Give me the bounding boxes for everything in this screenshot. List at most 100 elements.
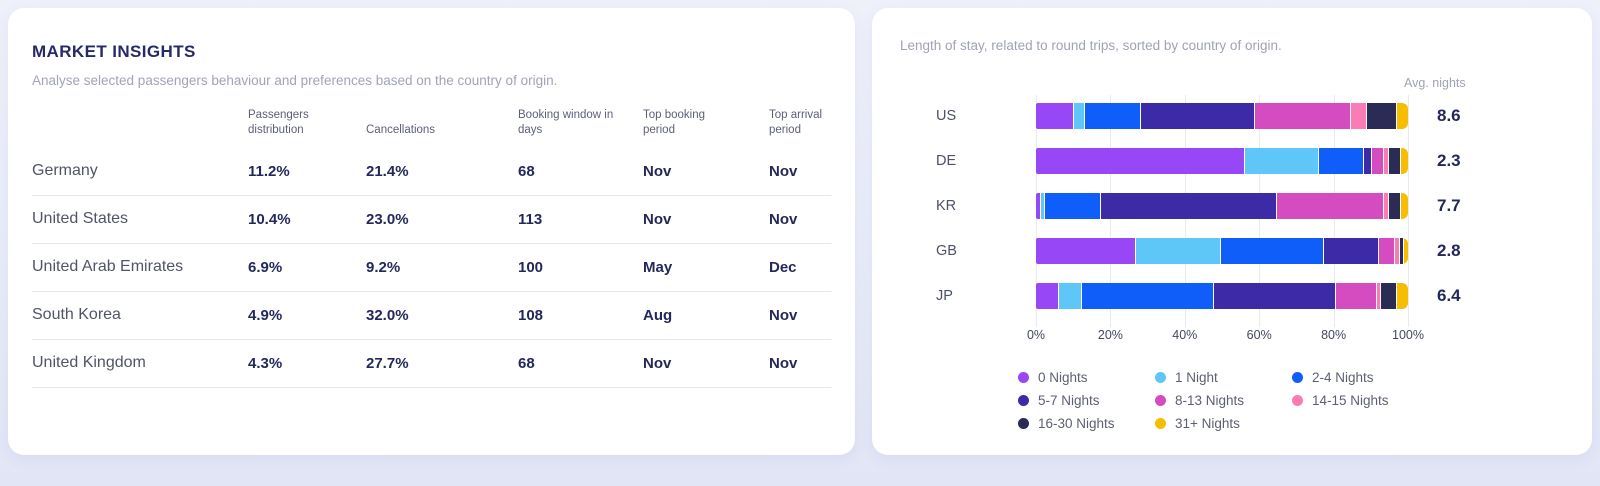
top-booking-period-value: Nov bbox=[643, 210, 672, 228]
chart-legend: 0 Nights 1 Night 2-4 Nights 5-7 Nights 8-13 … bbox=[1018, 370, 1564, 431]
cancellations-value: 9.2% bbox=[366, 258, 401, 276]
bar-segment-5-7-nights bbox=[1214, 283, 1335, 309]
top-arrival-period-value: Nov bbox=[769, 306, 798, 324]
x-tick-label: 80% bbox=[1321, 328, 1347, 342]
country-name: United Arab Emirates bbox=[32, 258, 184, 276]
bar-segment-31-nights bbox=[1400, 193, 1408, 219]
x-axis-ticks: 0% 20% 40% 60% 80% 100% bbox=[900, 328, 1564, 348]
bar-segment-14-15-nights bbox=[1384, 148, 1388, 174]
bar-segment-2-4-nights bbox=[1220, 238, 1323, 264]
table-row: United Arab Emirates 6.9% 9.2% 100 May D… bbox=[32, 244, 831, 292]
bar-segment-0-nights bbox=[1036, 283, 1058, 309]
top-booking-period-value: Aug bbox=[643, 306, 673, 324]
avg-nights-header: Avg. nights bbox=[1404, 76, 1466, 90]
column-header-booking-window: Booking window in days bbox=[518, 109, 614, 136]
legend-label: 0 Nights bbox=[1038, 370, 1088, 385]
bar-segment-1-night bbox=[1245, 148, 1319, 174]
bar-segment-2-4-nights bbox=[1081, 283, 1214, 309]
table-row: Germany 11.2% 21.4% 68 Nov Nov bbox=[32, 148, 831, 196]
bar-segment-5-7-nights bbox=[1141, 103, 1255, 129]
market-insights-card: MARKET INSIGHTS Analyse selected passeng… bbox=[8, 8, 855, 455]
cancellations-value: 32.0% bbox=[366, 306, 409, 324]
legend-item-1-night: 1 Night bbox=[1155, 370, 1292, 385]
stacked-bar-us bbox=[1036, 103, 1408, 129]
bar-segment-14-15-nights bbox=[1376, 283, 1381, 309]
dashboard-cards: MARKET INSIGHTS Analyse selected passeng… bbox=[8, 8, 1592, 455]
top-arrival-period-value: Dec bbox=[769, 258, 797, 276]
bar-segment-14-15-nights bbox=[1395, 238, 1399, 264]
passengers-distribution-value: 4.3% bbox=[248, 354, 283, 372]
bar-row-jp: JP 6.4 bbox=[900, 283, 1564, 309]
length-of-stay-card: Length of stay, related to round trips, … bbox=[872, 8, 1592, 455]
cancellations-value: 23.0% bbox=[366, 210, 409, 228]
legend-item-2-4-nights: 2-4 Nights bbox=[1292, 370, 1564, 385]
market-insights-title: MARKET INSIGHTS bbox=[32, 42, 196, 61]
bar-segment-1-night bbox=[1040, 193, 1045, 219]
legend-item-8-13-nights: 8-13 Nights bbox=[1155, 393, 1292, 408]
legend-dot bbox=[1292, 395, 1303, 406]
booking-window-value: 68 bbox=[518, 354, 535, 372]
legend-item-0-nights: 0 Nights bbox=[1018, 370, 1155, 385]
bar-segment-14-15-nights bbox=[1351, 103, 1366, 129]
legend-item-31-nights: 31+ Nights bbox=[1155, 416, 1292, 431]
market-insights-subtitle: Analyse selected passengers behaviour an… bbox=[32, 73, 558, 88]
x-tick-label: 20% bbox=[1097, 328, 1123, 342]
bar-segment-2-4-nights bbox=[1085, 103, 1141, 129]
passengers-distribution-value: 6.9% bbox=[248, 258, 283, 276]
stacked-bar-gb bbox=[1036, 238, 1408, 264]
bar-segment-16-30-nights bbox=[1399, 238, 1404, 264]
bar-segment-31-nights bbox=[1397, 103, 1408, 129]
bar-segment-31-nights bbox=[1397, 283, 1408, 309]
x-tick-label: 60% bbox=[1246, 328, 1272, 342]
top-booking-period-value: May bbox=[643, 258, 673, 276]
x-tick-label: 40% bbox=[1172, 328, 1198, 342]
bar-segment-31-nights bbox=[1404, 238, 1408, 264]
legend-label: 14-15 Nights bbox=[1312, 393, 1389, 408]
passengers-distribution-value: 11.2% bbox=[248, 162, 290, 180]
legend-dot bbox=[1018, 395, 1029, 406]
bar-segment-2-4-nights bbox=[1045, 193, 1101, 219]
legend-dot bbox=[1155, 418, 1166, 429]
avg-nights-value-us: 8.6 bbox=[1437, 106, 1461, 125]
stacked-bar-kr bbox=[1036, 193, 1408, 219]
cancellations-value: 21.4% bbox=[366, 162, 409, 180]
bar-segment-31-nights bbox=[1400, 148, 1408, 174]
bar-segment-5-7-nights bbox=[1101, 193, 1277, 219]
bar-segment-16-30-nights bbox=[1388, 148, 1400, 174]
bar-segment-8-13-nights bbox=[1372, 148, 1384, 174]
legend-label: 16-30 Nights bbox=[1038, 416, 1115, 431]
bar-segment-5-7-nights bbox=[1363, 148, 1372, 174]
bar-row-us: US 8.6 bbox=[900, 103, 1564, 129]
bar-segment-16-30-nights bbox=[1366, 103, 1397, 129]
column-header-passengers-distribution: Passengers distribution bbox=[248, 109, 309, 136]
table-row: United States 10.4% 23.0% 113 Nov Nov bbox=[32, 196, 831, 244]
length-of-stay-chart: US 8.6 DE 2.3 KR 7.7 GB 2.8 JP 6.4 0% 20% 40% 60% 80%… bbox=[900, 95, 1564, 348]
legend-label: 31+ Nights bbox=[1175, 416, 1240, 431]
chart-bars: US 8.6 DE 2.3 KR 7.7 GB 2.8 JP 6.4 bbox=[900, 103, 1564, 309]
column-header-top-booking-period: Top booking period bbox=[643, 109, 706, 136]
legend-label: 2-4 Nights bbox=[1312, 370, 1374, 385]
bar-label-kr: KR bbox=[936, 198, 957, 214]
length-of-stay-title: Length of stay, related to round trips, … bbox=[900, 38, 1282, 53]
bar-segment-8-13-nights bbox=[1379, 238, 1395, 264]
stacked-bar-jp bbox=[1036, 283, 1408, 309]
bar-segment-0-nights bbox=[1036, 148, 1245, 174]
bar-row-de: DE 2.3 bbox=[900, 148, 1564, 174]
column-header-cancellations: Cancellations bbox=[366, 123, 436, 136]
passengers-distribution-value: 10.4% bbox=[248, 210, 291, 228]
bar-segment-0-nights bbox=[1036, 103, 1073, 129]
passengers-distribution-value: 4.9% bbox=[248, 306, 283, 324]
bar-segment-2-4-nights bbox=[1319, 148, 1363, 174]
legend-label: 1 Night bbox=[1175, 370, 1218, 385]
avg-nights-value-jp: 6.4 bbox=[1437, 286, 1461, 305]
booking-window-value: 113 bbox=[518, 210, 543, 228]
country-name: Germany bbox=[32, 162, 98, 180]
bar-row-gb: GB 2.8 bbox=[900, 238, 1564, 264]
bar-segment-14-15-nights bbox=[1384, 193, 1388, 219]
top-arrival-period-value: Nov bbox=[769, 162, 798, 180]
legend-dot bbox=[1155, 395, 1166, 406]
legend-dot bbox=[1018, 418, 1029, 429]
market-insights-table: Passengers distribution Cancellations Bo… bbox=[32, 108, 831, 388]
bar-segment-0-nights bbox=[1036, 238, 1135, 264]
table-row: United Kingdom 4.3% 27.7% 68 Nov Nov bbox=[32, 340, 831, 388]
